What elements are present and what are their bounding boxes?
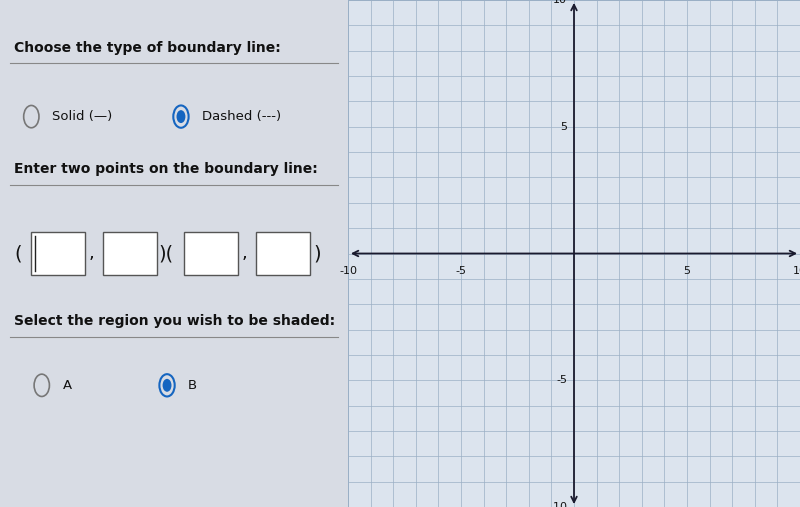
Text: )(: )( <box>158 244 174 263</box>
Bar <box>31 232 86 275</box>
Text: ): ) <box>314 244 321 263</box>
Text: B: B <box>188 379 197 392</box>
Text: Dashed (---): Dashed (---) <box>202 110 281 123</box>
Text: -5: -5 <box>556 375 567 385</box>
Circle shape <box>162 379 171 392</box>
Text: Enter two points on the boundary line:: Enter two points on the boundary line: <box>14 162 318 176</box>
Text: Select the region you wish to be shaded:: Select the region you wish to be shaded: <box>14 314 335 329</box>
Text: -10: -10 <box>339 266 357 276</box>
Text: 10: 10 <box>793 266 800 276</box>
Circle shape <box>177 110 186 123</box>
Text: ,: , <box>89 244 94 263</box>
Text: 10: 10 <box>554 0 567 5</box>
Text: -10: -10 <box>550 502 567 507</box>
Text: 5: 5 <box>683 266 690 276</box>
Text: Solid (—): Solid (—) <box>52 110 113 123</box>
Text: (: ( <box>14 244 22 263</box>
Text: A: A <box>62 379 72 392</box>
Text: ,: , <box>242 244 248 263</box>
Bar <box>256 232 310 275</box>
Text: Choose the type of boundary line:: Choose the type of boundary line: <box>14 41 281 55</box>
Bar <box>185 232 238 275</box>
Text: 5: 5 <box>560 122 567 132</box>
Text: -5: -5 <box>455 266 466 276</box>
Bar <box>102 232 157 275</box>
